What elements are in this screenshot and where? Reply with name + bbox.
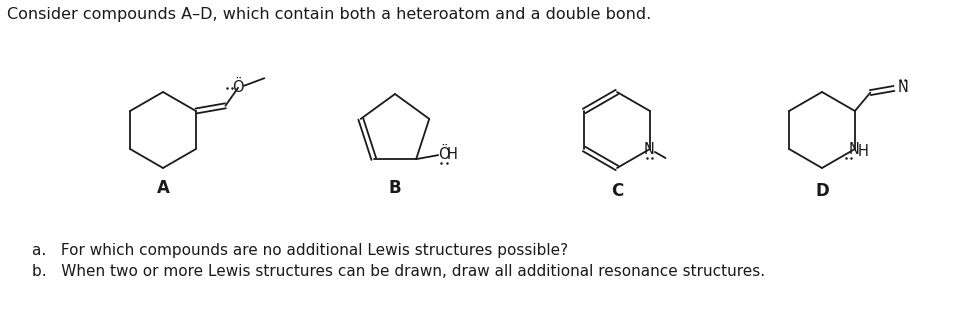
Text: H: H xyxy=(447,146,457,162)
Text: N: N xyxy=(849,141,859,156)
Text: C: C xyxy=(611,182,623,200)
Text: Ö: Ö xyxy=(232,80,244,95)
Text: D: D xyxy=(815,182,829,200)
Text: A: A xyxy=(156,179,169,197)
Text: b.   When two or more Lewis structures can be drawn, draw all additional resonan: b. When two or more Lewis structures can… xyxy=(32,264,765,279)
Text: Consider compounds A–D, which contain both a heteroatom and a double bond.: Consider compounds A–D, which contain bo… xyxy=(7,7,652,22)
Text: H: H xyxy=(857,143,868,158)
Text: N: N xyxy=(644,141,654,156)
Text: N: N xyxy=(898,80,909,95)
Text: B: B xyxy=(388,179,401,197)
Text: a.   For which compounds are no additional Lewis structures possible?: a. For which compounds are no additional… xyxy=(32,243,568,258)
Text: Ö: Ö xyxy=(438,146,450,162)
